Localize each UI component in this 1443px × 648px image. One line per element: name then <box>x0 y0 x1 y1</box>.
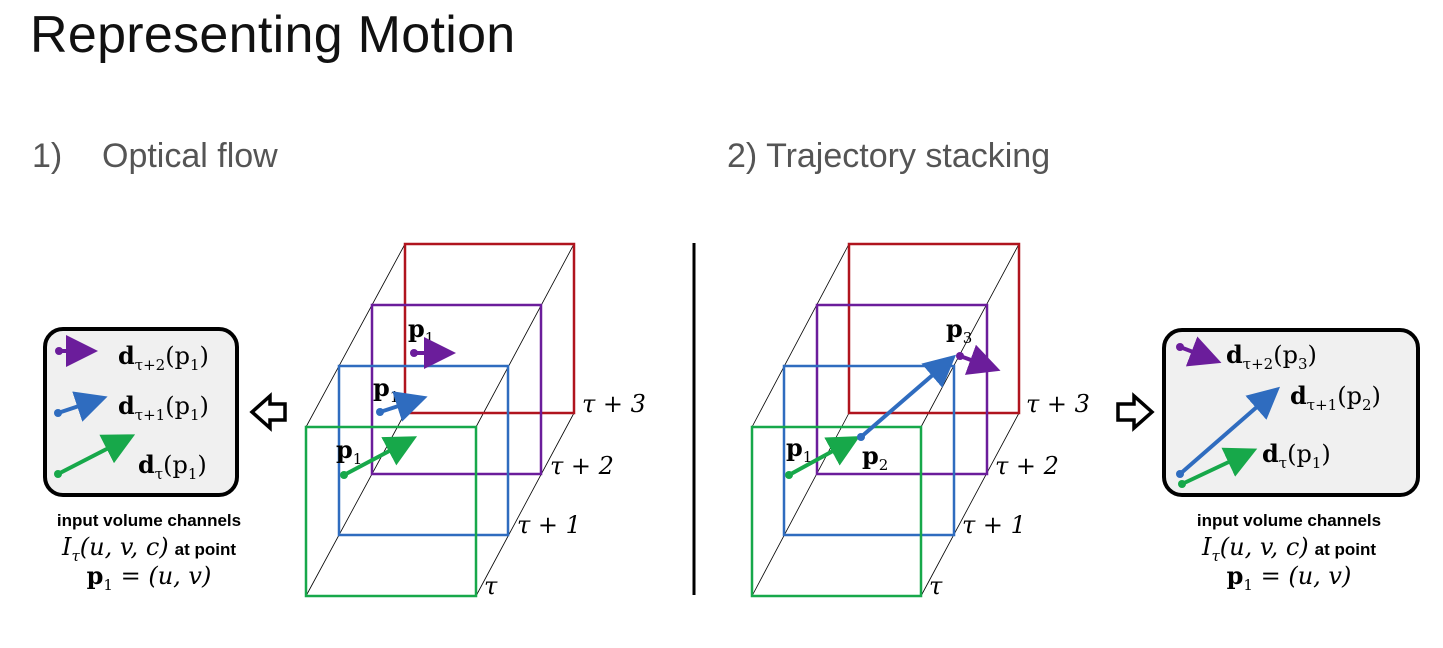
label-tau1: τ + 1 <box>517 511 581 539</box>
frame-tau1-right <box>782 364 956 537</box>
arrow-left-icon <box>249 392 287 432</box>
frame-tau-right <box>750 425 923 598</box>
trajectory-diagram: τ + 3 τ + 2 τ + 1 τ p1 p2 p3 <box>750 242 1420 600</box>
flow-arrow-blue <box>376 391 428 422</box>
point-label-purple: p1 <box>408 314 434 347</box>
point-label-p1: p1 <box>786 433 812 466</box>
channel-arrow-blue <box>54 391 108 422</box>
flow-arrow-green <box>340 436 418 479</box>
frame-tau3 <box>403 242 576 415</box>
channels-box <box>43 327 239 497</box>
point-label-p2: p2 <box>862 441 888 474</box>
frame-tau2-right <box>815 303 989 476</box>
channel-label-d-tau: dτ(p1) <box>138 450 207 483</box>
volume-edges <box>305 243 575 597</box>
slide-title: Representing Motion <box>30 6 516 64</box>
caption-line1-right: input volume channels <box>1197 511 1381 530</box>
caption-line2-right: Iτ(u, v, c) at point <box>1201 533 1376 565</box>
channel-label-d-tau-p1: dτ(p1) <box>1262 439 1331 472</box>
trajectory-arrow-purple <box>956 344 1001 375</box>
trajectory-arrow-green <box>785 436 861 479</box>
channel-arrow-blue-right <box>1176 386 1281 478</box>
frame-tau <box>304 425 478 598</box>
caption-line3-right: p1 = (u, v) <box>1227 561 1352 594</box>
flow-arrow-purple <box>410 337 456 369</box>
section-optical-flow-heading: 1) Optical flow <box>32 134 278 178</box>
volume-edges-right <box>751 243 1020 597</box>
channel-arrow-green-right <box>1178 447 1258 488</box>
point-label-p3: p3 <box>946 314 972 347</box>
section-label: Optical flow <box>102 137 278 175</box>
channel-label-d-tau2: dτ+2(p1) <box>118 341 209 374</box>
label-tau: τ <box>484 572 498 600</box>
frame-tau3-right <box>847 242 1021 415</box>
section-trajectory-heading: 2) Trajectory stacking <box>727 137 1051 175</box>
label-tau3-right: τ + 3 <box>1026 390 1090 418</box>
point-label-green: p1 <box>336 435 362 468</box>
frame-tau1 <box>337 364 510 537</box>
caption-line1: input volume channels <box>57 511 241 530</box>
trajectory-arrow-blue <box>857 354 957 441</box>
channel-arrow-green <box>54 434 136 478</box>
label-tau1-right: τ + 1 <box>962 511 1026 539</box>
frame-tau2 <box>370 303 543 476</box>
label-tau-right: τ <box>929 572 943 600</box>
channel-label-d-tau1: dτ+1(p1) <box>118 391 209 424</box>
channel-arrow-purple <box>55 335 98 367</box>
section-number: 1) <box>32 137 63 175</box>
point-label-blue: p1 <box>373 373 399 406</box>
channel-arrow-purple-right <box>1176 336 1222 367</box>
channel-label-d-tau1-p2: dτ+1(p2) <box>1290 381 1381 414</box>
channel-label-d-tau2-p3: dτ+2(p3) <box>1226 340 1317 373</box>
caption-line2: Iτ(u, v, c) at point <box>61 533 236 565</box>
label-tau2-right: τ + 2 <box>995 452 1059 480</box>
caption-line3: p1 = (u, v) <box>87 561 212 594</box>
label-tau3: τ + 3 <box>582 390 646 418</box>
optical-flow-diagram: dτ+2(p1) dτ+1(p1) dτ(p1) input volume ch… <box>43 242 646 600</box>
arrow-right-icon <box>1116 392 1155 432</box>
label-tau2: τ + 2 <box>550 452 614 480</box>
